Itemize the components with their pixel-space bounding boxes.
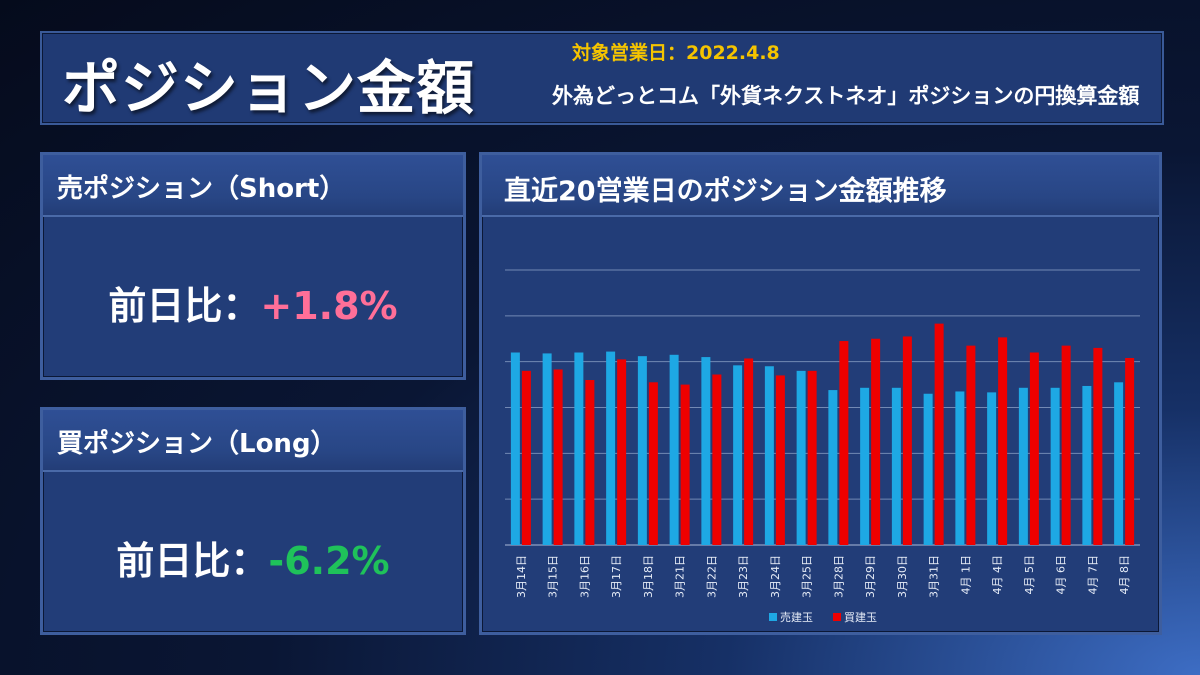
short-bar: [542, 353, 552, 545]
short-bar: [733, 365, 743, 545]
long-bar: [1029, 352, 1039, 545]
short-position-card: 売ポジション（Short） 前日比：+1.8%: [40, 152, 466, 380]
long-card-title: 買ポジション（Long）: [57, 429, 337, 459]
long-bar: [902, 336, 912, 545]
long-bar: [839, 341, 849, 545]
short-bar: [1114, 382, 1124, 545]
long-bar: [998, 337, 1008, 545]
x-tick-label: 3月18日: [642, 555, 655, 598]
x-tick-label: 3月25日: [801, 555, 814, 598]
x-tick-label: 3月17日: [610, 555, 623, 598]
legend-label-long: 買建玉: [844, 610, 877, 624]
short-bar: [1018, 387, 1028, 545]
short-bar: [701, 357, 711, 545]
legend-label-short: 売建玉: [780, 610, 813, 624]
short-bar: [510, 352, 520, 545]
short-bar: [574, 352, 584, 545]
long-ratio-value: -6.2%: [268, 539, 390, 583]
short-bar: [1050, 387, 1060, 545]
page-title: ポジション金額: [62, 54, 476, 122]
short-bar: [796, 370, 806, 545]
x-tick-label: 3月30日: [896, 555, 909, 598]
short-bar: [987, 392, 997, 545]
x-tick-label: 3月29日: [864, 555, 877, 598]
long-bar: [871, 338, 881, 545]
x-tick-label: 3月21日: [674, 555, 687, 598]
short-bar: [606, 351, 616, 545]
short-card-header: 売ポジション（Short）: [43, 155, 463, 217]
x-tick-label: 4月 1日: [959, 555, 972, 595]
x-tick-label: 3月22日: [705, 555, 718, 598]
x-tick-label: 3月14日: [515, 555, 528, 598]
legend-swatch-long: [833, 613, 841, 621]
header-banner: ポジション金額 対象営業日：2022.4.8 外為どっとコム「外貨ネクストネオ」…: [40, 31, 1164, 125]
short-bar: [669, 354, 679, 545]
target-date: 対象営業日：2022.4.8: [572, 42, 780, 64]
x-tick-label: 3月16日: [578, 555, 591, 598]
short-ratio-value: +1.8%: [260, 284, 398, 328]
x-tick-label: 3月24日: [769, 555, 782, 598]
short-ratio-label: 前日比：: [108, 284, 261, 328]
legend-swatch-short: [769, 613, 777, 621]
long-position-card: 買ポジション（Long） 前日比：-6.2%: [40, 407, 466, 635]
x-tick-label: 4月 8日: [1118, 555, 1131, 595]
x-tick-label: 4月 4日: [991, 555, 1004, 595]
long-card-header: 買ポジション（Long）: [43, 410, 463, 472]
long-bar: [807, 370, 817, 545]
x-tick-label: 4月 7日: [1086, 555, 1099, 595]
long-bar: [775, 375, 785, 545]
long-bar: [680, 384, 690, 545]
long-bar: [648, 382, 658, 545]
long-ratio: 前日比：-6.2%: [43, 530, 463, 585]
x-tick-label: 3月15日: [547, 555, 560, 598]
long-bar: [1061, 345, 1071, 545]
long-bar: [712, 374, 722, 545]
short-card-title: 売ポジション（Short）: [57, 174, 346, 204]
long-bar: [521, 370, 531, 545]
short-bar: [764, 366, 774, 545]
long-bar: [744, 358, 754, 545]
short-bar: [860, 387, 870, 545]
long-bar: [1093, 347, 1103, 545]
chart-card-header: 直近20営業日のポジション金額推移: [482, 155, 1159, 217]
long-bar: [553, 369, 563, 545]
short-bar: [891, 387, 901, 545]
x-tick-label: 4月 5日: [1023, 555, 1036, 595]
chart-title: 直近20営業日のポジション金額推移: [504, 176, 947, 207]
short-bar: [955, 391, 965, 545]
short-bar: [1082, 385, 1092, 545]
page-subtitle: 外為どっとコム「外貨ネクストネオ」ポジションの円換算金額: [552, 84, 1140, 108]
x-tick-label: 4月 6日: [1055, 555, 1068, 595]
position-bar-chart: 3月14日 3月15日 3月16日 3月17日 3月18日 3月21日 3月22日 3月23日…: [505, 269, 1140, 624]
x-tick-label: 3月28日: [832, 555, 845, 598]
x-tick-label: 3月23日: [737, 555, 750, 598]
long-bar: [934, 323, 944, 545]
short-bar: [923, 393, 933, 545]
short-bar: [637, 356, 647, 545]
short-ratio: 前日比：+1.8%: [43, 275, 463, 330]
long-bar: [617, 359, 627, 545]
short-bar: [828, 390, 838, 545]
long-bar: [966, 345, 976, 545]
long-bar: [585, 380, 595, 545]
chart-card: 直近20営業日のポジション金額推移 3月14日 3月15日 3月16日 3月17日 3月…: [479, 152, 1162, 635]
long-ratio-label: 前日比：: [116, 539, 269, 583]
x-tick-label: 3月31日: [928, 555, 941, 598]
long-bar: [1125, 358, 1135, 545]
